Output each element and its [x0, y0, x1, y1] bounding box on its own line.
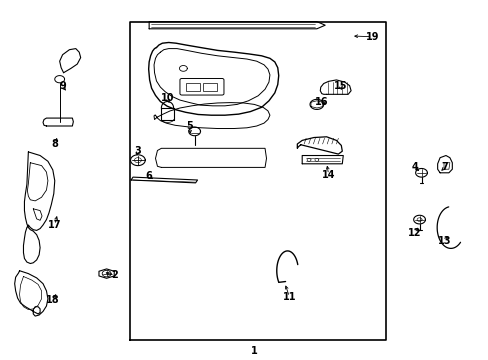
Text: 15: 15: [333, 81, 346, 91]
Text: 2: 2: [111, 270, 118, 280]
Text: 13: 13: [437, 236, 451, 246]
Text: 1: 1: [250, 346, 257, 356]
Text: 18: 18: [46, 294, 60, 305]
Text: 7: 7: [441, 162, 447, 172]
Text: 8: 8: [52, 139, 59, 149]
Text: 16: 16: [314, 96, 328, 107]
Text: 3: 3: [134, 146, 141, 156]
Text: 17: 17: [48, 220, 61, 230]
Bar: [185, 83, 199, 91]
Text: 10: 10: [161, 93, 174, 103]
Bar: [203, 83, 216, 91]
FancyBboxPatch shape: [180, 78, 224, 95]
Text: 9: 9: [59, 81, 66, 91]
Text: 12: 12: [407, 228, 421, 238]
Text: 11: 11: [282, 292, 296, 302]
Text: 14: 14: [321, 170, 335, 180]
Text: 19: 19: [365, 32, 379, 42]
Text: 6: 6: [145, 171, 152, 181]
Text: 5: 5: [186, 121, 193, 131]
Text: 4: 4: [410, 162, 417, 172]
